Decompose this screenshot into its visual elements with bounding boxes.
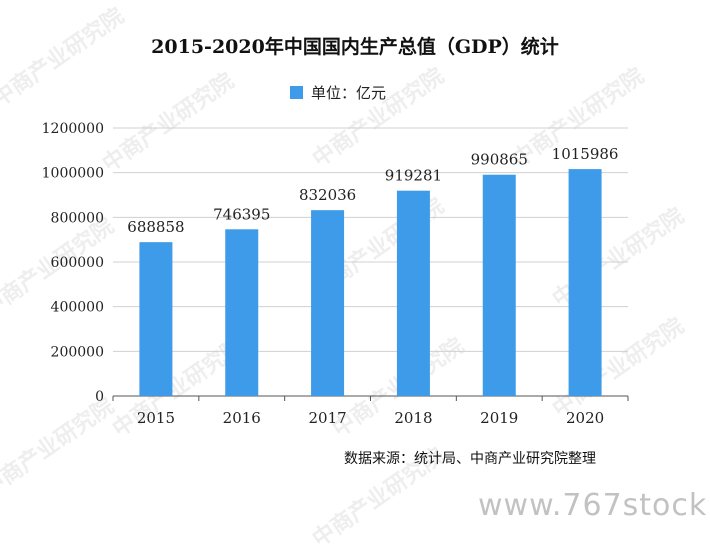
y-tick-label: 400000 bbox=[51, 300, 104, 316]
y-tick-label: 600000 bbox=[51, 255, 104, 271]
y-tick-label: 200000 bbox=[51, 344, 104, 360]
x-tick-label: 2015 bbox=[137, 409, 175, 427]
x-tick-label: 2019 bbox=[480, 409, 518, 427]
bar bbox=[568, 169, 602, 396]
data-label: 688858 bbox=[127, 218, 184, 236]
x-tick-label: 2016 bbox=[223, 409, 261, 427]
site-watermark: www.767stock.com bbox=[478, 488, 710, 523]
y-tick-label: 0 bbox=[95, 389, 104, 405]
data-label: 832036 bbox=[299, 186, 356, 204]
y-tick-label: 1000000 bbox=[42, 166, 104, 182]
data-label: 990865 bbox=[471, 151, 528, 169]
legend: 单位：亿元 bbox=[290, 82, 386, 103]
data-label: 919281 bbox=[385, 167, 442, 185]
legend-swatch bbox=[290, 86, 303, 99]
data-label: 1015986 bbox=[552, 145, 619, 163]
bar bbox=[396, 190, 430, 396]
x-tick-label: 2020 bbox=[566, 409, 604, 427]
bar-chart: 688858 746395 832036 919281 990865 1015986 0 2… bbox=[42, 121, 629, 427]
bar bbox=[225, 229, 259, 396]
bar bbox=[482, 174, 516, 396]
y-tick-label: 800000 bbox=[51, 210, 104, 226]
legend-label: 单位：亿元 bbox=[311, 84, 387, 102]
y-tick-label: 1200000 bbox=[42, 121, 104, 137]
chart-title: 2015-2020年中国国内生产总值（GDP）统计 bbox=[151, 36, 559, 58]
bar bbox=[139, 242, 173, 396]
x-tick-label: 2017 bbox=[308, 409, 346, 427]
source-note: 数据来源：统计局、中商产业研究院整理 bbox=[344, 451, 596, 467]
data-label: 746395 bbox=[213, 205, 270, 223]
x-tick-label: 2018 bbox=[394, 409, 432, 427]
bar bbox=[311, 210, 345, 396]
